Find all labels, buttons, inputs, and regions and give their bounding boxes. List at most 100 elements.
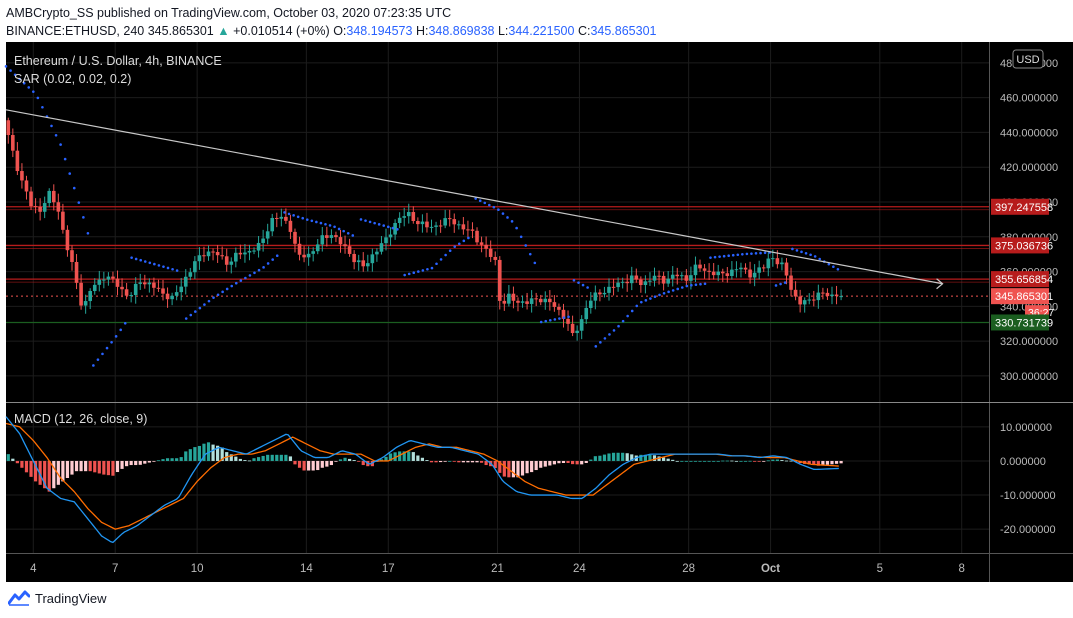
sar-dot — [148, 261, 152, 265]
candle-body — [288, 220, 293, 232]
candle-body — [279, 216, 284, 219]
candle-body — [334, 235, 338, 238]
macd-hist-bar — [275, 454, 279, 461]
candle-body — [757, 267, 761, 273]
tradingview-logo[interactable]: TradingView — [8, 590, 107, 606]
macd-hist-bar — [279, 454, 283, 461]
macd-hist-bar — [6, 454, 10, 461]
macd-hist-bar — [493, 460, 497, 469]
candle-body — [347, 246, 352, 254]
macd-hist-bar — [502, 460, 506, 477]
sar-dot — [662, 292, 666, 295]
candle-body — [720, 271, 725, 274]
candle-body — [598, 292, 602, 295]
time-tick-label: 7 — [112, 563, 118, 575]
macd-hist-bar — [329, 460, 333, 466]
macd-hist-bar — [648, 454, 652, 461]
sar-dot — [216, 293, 220, 297]
high-label: H: — [415, 24, 429, 38]
sar-dot — [727, 254, 730, 258]
macd-hist-bar — [743, 460, 748, 462]
candle-body — [33, 206, 38, 208]
candle-body — [365, 263, 370, 267]
candle-body — [356, 260, 361, 263]
brand-label: TradingView — [35, 590, 107, 606]
macd-hist-bar — [616, 452, 620, 461]
macd-hist-bar — [247, 460, 252, 462]
candle-body — [206, 251, 211, 257]
candle-body — [420, 221, 425, 225]
candle-body — [702, 268, 707, 271]
macd-hist-bar — [106, 460, 110, 476]
macd-hist-bar — [256, 457, 261, 461]
macd-hist-bar — [607, 453, 611, 461]
time-tick-label: 10 — [191, 563, 204, 575]
candle-body — [15, 150, 20, 172]
candle-body — [88, 291, 92, 302]
sar-dot — [166, 266, 170, 270]
candle-body — [693, 264, 698, 276]
candle-body — [74, 261, 79, 283]
candle-body — [179, 286, 184, 293]
macd-hist-bar — [639, 454, 643, 461]
macd-hist-bar — [393, 452, 397, 461]
candle-body — [370, 254, 375, 264]
candle-body — [61, 211, 65, 230]
candle-body — [739, 267, 743, 270]
candle-body — [92, 284, 97, 292]
sar-dot — [305, 218, 309, 221]
sar-dot — [653, 295, 657, 299]
candle-body — [675, 274, 680, 277]
macd-hist-bar — [334, 460, 338, 462]
macd-hist-bar — [757, 460, 761, 462]
candle-body — [611, 286, 616, 288]
time-tick-label: 14 — [300, 563, 313, 575]
sar-dot — [364, 219, 367, 222]
sar-dot — [626, 314, 629, 318]
sar-dot — [754, 252, 758, 255]
macd-hist-bar — [52, 460, 56, 489]
candle-body — [443, 218, 447, 226]
candle-body — [306, 253, 311, 258]
candle-body — [784, 262, 789, 276]
usd-badge[interactable]: USD — [1012, 49, 1044, 69]
sar-dot — [795, 249, 799, 252]
sar-dot — [731, 253, 735, 257]
chart-background — [6, 42, 1073, 582]
macd-hist-bar — [762, 460, 766, 462]
macd-hist-bar — [643, 454, 648, 461]
macd-hist-bar — [61, 460, 65, 482]
macd-hist-bar — [38, 460, 42, 485]
sar-dot — [676, 287, 680, 291]
sar-dot — [528, 252, 532, 256]
macd-hist-bar — [24, 460, 29, 473]
sar-dot — [86, 232, 90, 235]
candle-body — [825, 292, 830, 297]
level-label-box — [991, 198, 1049, 215]
macd-hist-bar — [834, 460, 839, 464]
sar-dot — [368, 220, 372, 224]
sar-dot — [101, 352, 104, 356]
candle-body — [602, 292, 607, 295]
macd-hist-bar — [234, 456, 238, 461]
grid — [6, 42, 989, 553]
macd-hist-bar — [570, 460, 575, 465]
candle-body — [51, 190, 56, 203]
candle-body — [70, 250, 74, 262]
sar-dot — [396, 228, 399, 231]
macd-hist-bar — [297, 460, 302, 468]
sar-dot — [621, 319, 625, 323]
sar-dot — [153, 262, 156, 266]
macd-hist-bar — [557, 460, 561, 464]
time-axis[interactable]: 4 7 10 14 17 21 24 28 Oct 5 8 — [30, 563, 965, 575]
macd-axis[interactable]: 10.000000 0.000000 -10.000000 -20.000000 — [1000, 422, 1056, 536]
level-label: 355.656854 — [995, 274, 1053, 286]
candle-body — [475, 230, 479, 243]
chart-area[interactable]: 300.000000320.000000340.000000360.000000… — [0, 42, 1073, 586]
macd-hist-bar — [675, 460, 679, 462]
candle-body — [343, 244, 347, 247]
sar-dot — [13, 73, 17, 77]
macd-hist-bar — [598, 455, 602, 461]
candle-body — [133, 283, 138, 296]
sar-dot — [27, 86, 31, 89]
